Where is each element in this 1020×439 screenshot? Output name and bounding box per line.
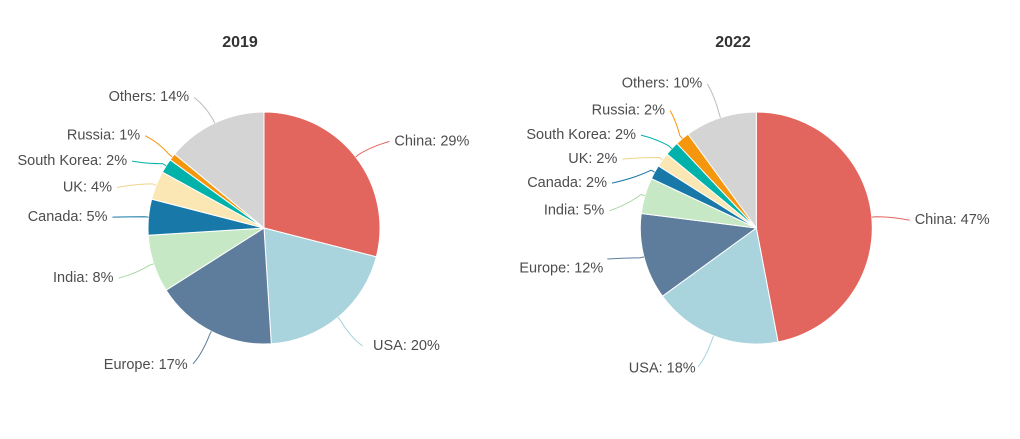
svg-text:India: 5%: India: 5%: [544, 203, 605, 219]
svg-text:China: 47%: China: 47%: [915, 212, 990, 228]
svg-text:UK: 4%: UK: 4%: [63, 179, 112, 195]
svg-text:UK: 2%: UK: 2%: [568, 151, 617, 167]
svg-text:Canada: 5%: Canada: 5%: [28, 209, 108, 225]
svg-text:South Korea: 2%: South Korea: 2%: [526, 127, 636, 143]
svg-text:USA: 20%: USA: 20%: [373, 338, 440, 354]
svg-text:Europe: 17%: Europe: 17%: [104, 357, 188, 373]
svg-text:Russia: 2%: Russia: 2%: [592, 102, 665, 118]
svg-text:India: 8%: India: 8%: [53, 270, 114, 286]
svg-text:Russia: 1%: Russia: 1%: [67, 128, 140, 144]
svg-text:China: 29%: China: 29%: [394, 133, 469, 149]
svg-text:2022: 2022: [715, 34, 751, 51]
svg-text:Others: 10%: Others: 10%: [622, 76, 703, 92]
svg-text:Canada: 2%: Canada: 2%: [527, 175, 607, 191]
svg-text:2019: 2019: [222, 34, 258, 51]
svg-text:South Korea: 2%: South Korea: 2%: [17, 153, 127, 169]
svg-text:Others: 14%: Others: 14%: [109, 89, 190, 105]
svg-text:USA: 18%: USA: 18%: [629, 360, 696, 376]
svg-text:Europe: 12%: Europe: 12%: [519, 261, 603, 277]
